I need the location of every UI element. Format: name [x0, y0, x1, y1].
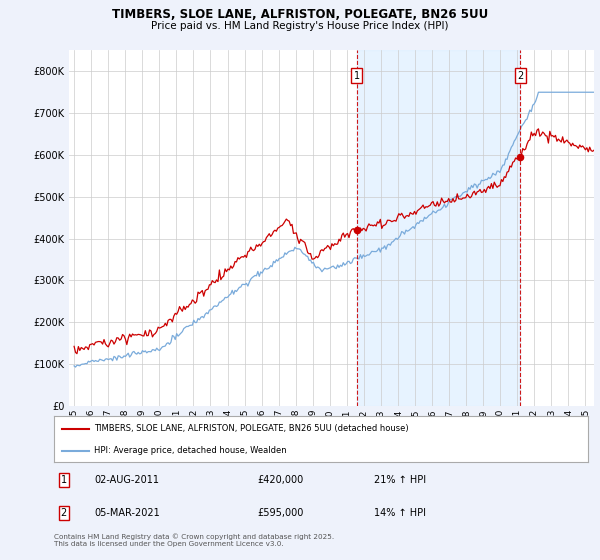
Text: 1: 1: [353, 71, 360, 81]
Text: 02-AUG-2011: 02-AUG-2011: [94, 475, 159, 484]
Text: TIMBERS, SLOE LANE, ALFRISTON, POLEGATE, BN26 5UU: TIMBERS, SLOE LANE, ALFRISTON, POLEGATE,…: [112, 8, 488, 21]
Bar: [357, 50, 520, 406]
Text: 1: 1: [61, 475, 67, 484]
Text: Contains HM Land Registry data © Crown copyright and database right 2025.
This d: Contains HM Land Registry data © Crown c…: [54, 533, 334, 547]
Text: Price paid vs. HM Land Registry's House Price Index (HPI): Price paid vs. HM Land Registry's House …: [151, 21, 449, 31]
Text: TIMBERS, SLOE LANE, ALFRISTON, POLEGATE, BN26 5UU (detached house): TIMBERS, SLOE LANE, ALFRISTON, POLEGATE,…: [94, 424, 409, 433]
Point: [352, 226, 362, 235]
Text: 2: 2: [517, 71, 523, 81]
Text: £420,000: £420,000: [257, 475, 303, 484]
Text: 21% ↑ HPI: 21% ↑ HPI: [374, 475, 427, 484]
Text: 14% ↑ HPI: 14% ↑ HPI: [374, 508, 427, 518]
Text: HPI: Average price, detached house, Wealden: HPI: Average price, detached house, Weal…: [94, 446, 287, 455]
Point: [515, 153, 525, 162]
Text: £595,000: £595,000: [257, 508, 303, 518]
Text: 05-MAR-2021: 05-MAR-2021: [94, 508, 160, 518]
Text: 2: 2: [61, 508, 67, 518]
